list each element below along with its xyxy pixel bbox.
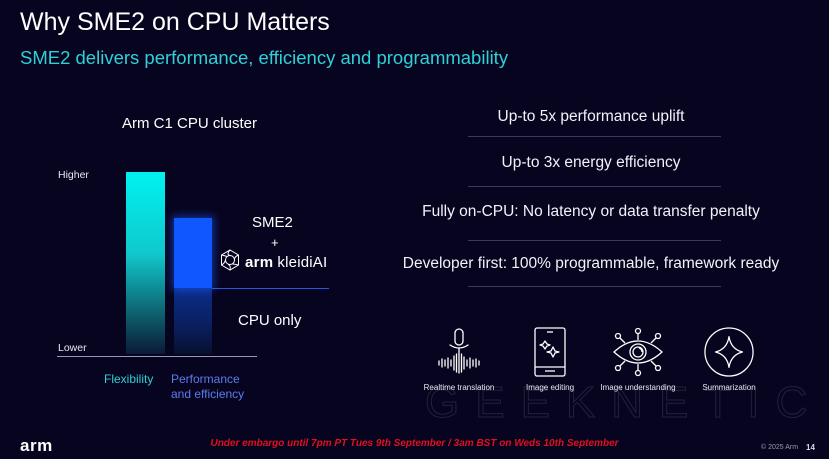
microphone-waveform-icon <box>404 327 514 377</box>
divider <box>468 136 721 137</box>
use-case-label: Realtime translation <box>423 383 495 392</box>
bar-flexibility <box>126 172 165 354</box>
benefit-item: Developer first: 100% programmable, fram… <box>402 255 780 272</box>
slide-title: Why SME2 on CPU Matters <box>20 8 330 36</box>
use-case-label: Image understanding <box>600 383 676 392</box>
chart-title: Arm C1 CPU cluster <box>122 115 258 132</box>
plus-label: + <box>271 235 279 250</box>
category-performance: Performance and efficiency <box>171 372 244 402</box>
kleidiai-wordmark: kleidiAI <box>277 253 328 271</box>
kleidiai-logo: arm kleidiAI <box>219 248 328 276</box>
use-case-image-editing: Image editing <box>495 327 605 392</box>
bar-cpu-only <box>174 288 212 354</box>
watermark: GEEKNETIC <box>424 378 824 428</box>
use-case-realtime-translation: Realtime translation <box>404 327 514 392</box>
benefit-item: Up-to 5x performance uplift <box>497 108 685 125</box>
kleidi-emblem-icon <box>219 248 241 276</box>
sme2-label: SME2 <box>252 214 293 231</box>
axis-label-higher: Higher <box>58 169 89 181</box>
arm-wordmark: arm <box>245 253 274 271</box>
bar-sme2-uplift <box>174 218 212 288</box>
phone-sparkle-icon <box>495 327 605 377</box>
divider <box>468 186 721 187</box>
slide-subtitle: SME2 delivers performance, efficiency an… <box>20 47 509 68</box>
category-flexibility: Flexibility <box>104 372 154 386</box>
arm-logo: arm <box>20 436 53 455</box>
star-circle-icon <box>674 327 784 377</box>
use-case-label: Summarization <box>702 383 756 392</box>
divider <box>468 286 721 287</box>
embargo-notice: Under embargo until 7pm PT Tues 9th Sept… <box>210 438 619 449</box>
benefit-item: Fully on-CPU: No latency or data transfe… <box>422 203 760 220</box>
chart-baseline <box>57 356 257 357</box>
use-case-summarization: Summarization <box>674 327 784 392</box>
cpu-only-divider <box>212 288 329 289</box>
category-performance-line1: Performance <box>171 372 240 386</box>
axis-label-lower: Lower <box>58 342 87 354</box>
benefit-item: Up-to 3x energy efficiency <box>501 154 681 171</box>
eye-network-icon <box>583 327 693 377</box>
divider <box>468 240 721 241</box>
page-number: 14 <box>806 443 815 452</box>
cpu-only-label: CPU only <box>238 312 302 329</box>
category-performance-line2: and efficiency <box>171 387 245 401</box>
copyright: © 2025 Arm <box>761 444 799 451</box>
use-case-image-understanding: Image understanding <box>583 327 693 392</box>
use-case-label: Image editing <box>525 383 575 392</box>
